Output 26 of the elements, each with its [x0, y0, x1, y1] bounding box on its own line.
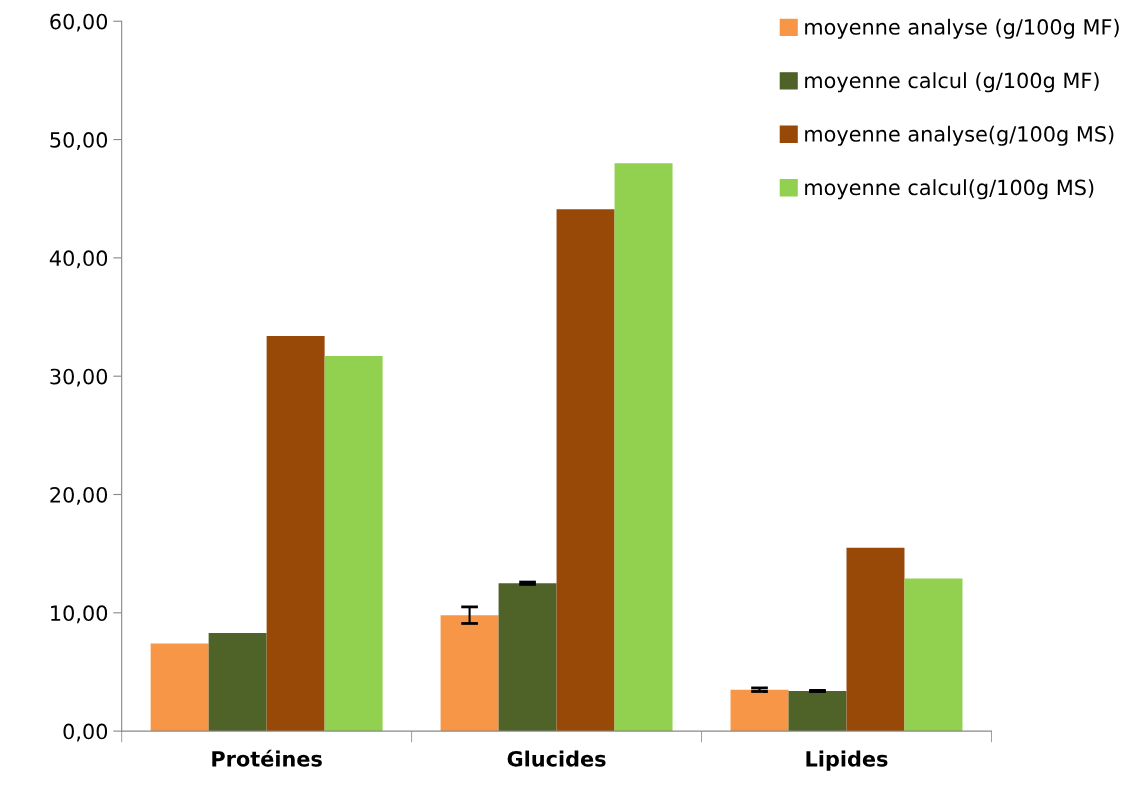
y-tick-label: 0,00 — [63, 723, 108, 742]
legend-label: moyenne calcul(g/100g MS) — [805, 179, 1094, 200]
legend-label: moyenne calcul (g/100g MF) — [805, 72, 1099, 93]
legend-label: moyenne analyse (g/100g MF) — [805, 18, 1119, 39]
bar — [730, 689, 789, 732]
legend-label: moyenne analyse(g/100g MS) — [805, 125, 1114, 146]
y-tick-label: 60,00 — [50, 13, 108, 32]
bar — [498, 583, 557, 732]
bar — [324, 356, 383, 732]
bar — [266, 335, 325, 732]
bar — [150, 643, 209, 732]
y-tick-label: 20,00 — [50, 486, 108, 505]
bar — [440, 615, 499, 732]
bar — [556, 209, 615, 732]
bar — [904, 578, 963, 732]
x-tick-label: Protéines — [212, 749, 322, 767]
bar — [846, 547, 905, 732]
bar — [208, 632, 267, 732]
x-tick-label: Glucides — [507, 750, 606, 767]
bar — [788, 690, 847, 732]
y-tick-label: 50,00 — [50, 132, 108, 150]
y-tick-label: 30,00 — [50, 368, 108, 387]
x-tick-label: Lipides — [806, 750, 888, 771]
y-tick-label: 10,00 — [51, 605, 108, 624]
bar — [614, 163, 673, 732]
y-tick-label: 40,00 — [49, 250, 108, 269]
